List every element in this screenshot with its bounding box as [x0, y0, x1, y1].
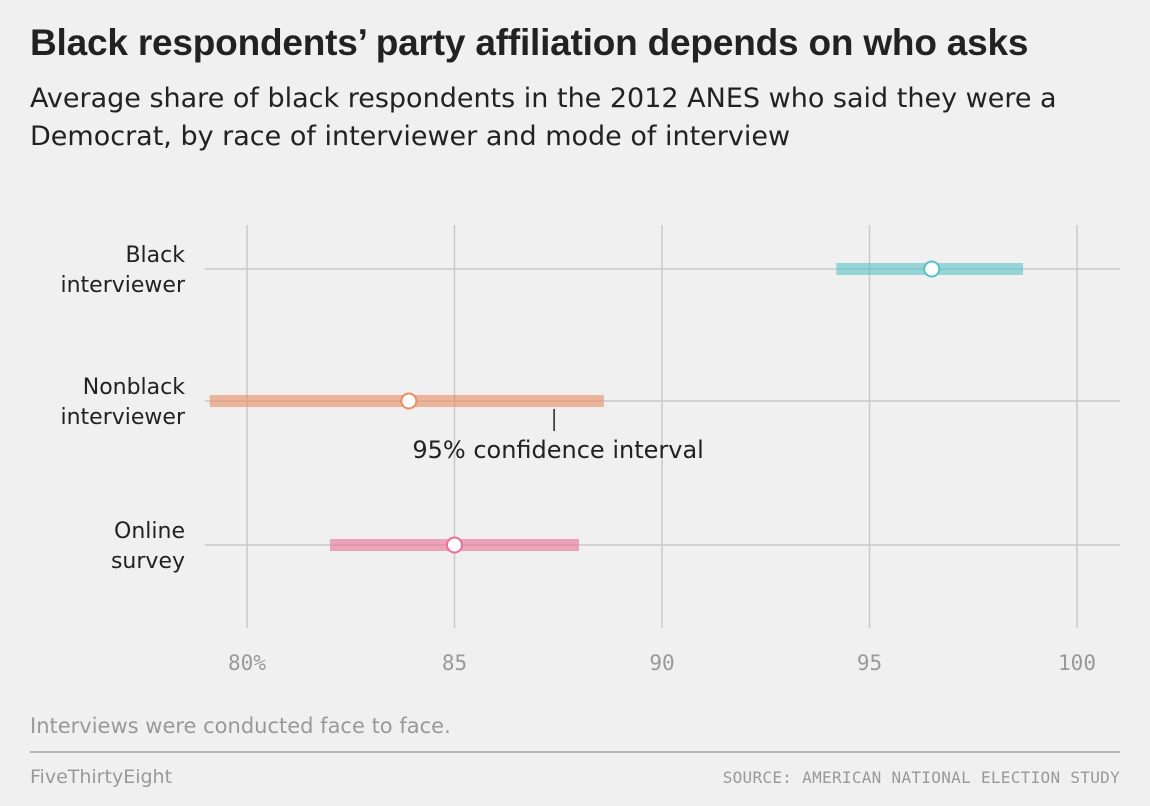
estimate-dots	[400, 260, 941, 554]
estimate-dot	[400, 392, 418, 410]
brand-wordmark: FiveThirtyEight	[30, 766, 173, 788]
footnote: Interviews were conducted face to face.	[30, 714, 451, 738]
category-label: Nonblack interviewer	[60, 375, 185, 430]
category-label: Online survey	[111, 519, 185, 574]
chart-title: Black respondents’ party affiliation dep…	[30, 22, 1029, 63]
category-label: Black interviewer	[60, 243, 185, 298]
x-tick-label: 100	[1058, 651, 1096, 675]
confidence-interval-bars	[209, 263, 1024, 551]
x-tick-label: 90	[649, 651, 674, 675]
x-axis-tick-labels: 80% 85 90 95 100	[228, 651, 1096, 675]
source-credit: SOURCE: AMERICAN NATIONAL ELECTION STUDY	[722, 768, 1120, 787]
dot-plot-chart: 95% confidence interval Black interviewer…	[60, 225, 1120, 675]
chart-subtitle: Average share of black respondents in th…	[30, 83, 1057, 152]
category-labels: Black interviewer Nonblack interviewer Onlin…	[60, 243, 185, 574]
estimate-dot	[923, 260, 941, 278]
x-tick-label: 80%	[228, 651, 266, 675]
annotation-text: 95% confidence interval	[412, 436, 703, 464]
x-tick-label: 85	[442, 651, 467, 675]
gridlines-vertical	[246, 225, 1078, 628]
annotation: 95% confidence interval	[412, 409, 704, 464]
footer-divider	[30, 751, 1120, 753]
x-tick-label: 95	[857, 651, 882, 675]
estimate-dot	[446, 536, 463, 554]
